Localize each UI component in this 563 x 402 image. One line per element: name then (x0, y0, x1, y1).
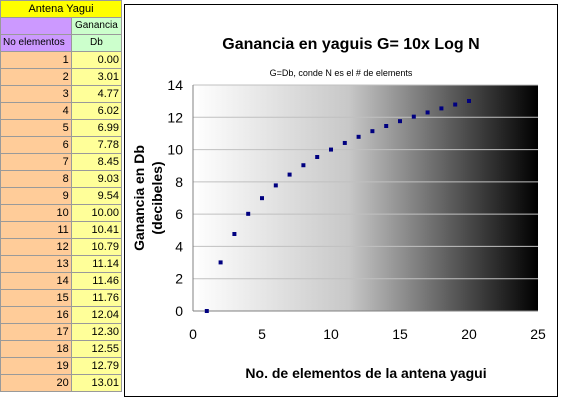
cell-ganancia-db[interactable]: 6.02 (70, 102, 123, 120)
cell-ganancia-db[interactable]: 12.04 (70, 306, 123, 324)
y-tick-labels: 0 2 4 6 8 10 12 14 (167, 77, 183, 319)
cell-no-elementos[interactable]: 4 (0, 102, 72, 120)
cell-no-elementos[interactable]: 11 (0, 221, 72, 239)
data-point (301, 163, 306, 168)
table-row: 4 6.02 (0, 102, 123, 120)
table-row: 17 12.30 (0, 323, 123, 341)
table-row: 14 11.46 (0, 272, 123, 290)
cell-ganancia-db[interactable]: 11.14 (70, 255, 123, 273)
cell-no-elementos[interactable]: 5 (0, 119, 72, 137)
x-axis-label: No. de elementos de la antena yagui (245, 365, 486, 381)
y-axis-label-line2: (decibeles) (149, 161, 165, 234)
y-tick-label: 14 (167, 77, 183, 93)
table-row: 1 0.00 (0, 51, 123, 69)
cell-ganancia-db[interactable]: 10.41 (70, 221, 123, 239)
data-point (370, 129, 375, 134)
data-point (232, 231, 237, 236)
data-point (218, 260, 223, 265)
table-row: 11 10.41 (0, 221, 123, 239)
data-point (287, 172, 292, 177)
data-point (329, 147, 333, 152)
data-points (204, 98, 471, 313)
y-tick-label: 4 (175, 238, 183, 254)
cell-no-elementos[interactable]: 2 (0, 68, 72, 86)
y-axis-label-line1: Ganancia en Db (131, 145, 147, 251)
x-tick-labels: 0 5 10 15 20 25 (189, 326, 546, 342)
col-header-no-elementos[interactable]: No elementos (0, 34, 72, 52)
data-point (273, 183, 278, 188)
data-point (453, 102, 458, 107)
table-row: 7 8.45 (0, 153, 123, 171)
x-tick-label: 10 (323, 326, 339, 342)
data-point (246, 211, 251, 216)
data-point (204, 309, 209, 313)
cell-ganancia-db[interactable]: 13.01 (70, 374, 123, 392)
table-row: 20 13.01 (0, 374, 123, 392)
cell-ganancia-db[interactable]: 12.79 (70, 357, 123, 375)
data-point (411, 114, 416, 119)
y-tick-label: 2 (175, 271, 183, 287)
cell-no-elementos[interactable]: 19 (0, 357, 72, 375)
data-point (342, 140, 347, 145)
cell-no-elementos[interactable]: 1 (0, 51, 72, 69)
cell-no-elementos[interactable]: 7 (0, 153, 72, 171)
cell-ganancia-db[interactable]: 9.54 (70, 187, 123, 205)
table-row: 18 12.55 (0, 340, 123, 358)
data-point (439, 106, 444, 111)
cell-no-elementos[interactable]: 20 (0, 374, 72, 392)
y-tick-label: 8 (175, 174, 183, 190)
data-point (425, 110, 430, 115)
data-point (260, 196, 264, 201)
cell-no-elementos[interactable]: 18 (0, 340, 72, 358)
cell-ganancia-db[interactable]: 7.78 (70, 136, 123, 154)
cell-ganancia-db[interactable]: 9.03 (70, 170, 123, 188)
cell-no-elementos[interactable]: 6 (0, 136, 72, 154)
table-row: 15 11.76 (0, 289, 123, 307)
table-row: 6 7.78 (0, 136, 123, 154)
y-tick-label: 0 (175, 303, 183, 319)
plot-area (193, 85, 538, 311)
x-tick-label: 25 (530, 326, 546, 342)
cell-no-elementos[interactable]: 8 (0, 170, 72, 188)
x-tick-label: 5 (258, 326, 266, 342)
col-header-db[interactable]: Db (70, 34, 123, 52)
cell-no-elementos[interactable]: 10 (0, 204, 72, 222)
cell-ganancia-db[interactable]: 10.00 (70, 204, 123, 222)
x-tick-label: 20 (461, 326, 477, 342)
cell-ganancia-db[interactable]: 12.30 (70, 323, 123, 341)
y-tick-label: 6 (175, 206, 183, 222)
x-tick-label: 15 (392, 326, 408, 342)
y-tick-label: 10 (167, 142, 183, 158)
table-row: 5 6.99 (0, 119, 123, 137)
chart-title: Ganancia en yaguis G= 10x Log N (222, 36, 479, 53)
table-row: 10 10.00 (0, 204, 123, 222)
table-row: 13 11.14 (0, 255, 123, 273)
cell-ganancia-db[interactable]: 8.45 (70, 153, 123, 171)
data-point (356, 134, 361, 139)
data-point (384, 124, 389, 129)
data-point (315, 154, 320, 159)
data-point (398, 119, 402, 124)
cell-ganancia-db[interactable]: 12.55 (70, 340, 123, 358)
table-row: 12 10.79 (0, 238, 123, 256)
gridlines (193, 84, 538, 280)
cell-no-elementos[interactable]: 3 (0, 85, 72, 103)
cell-no-elementos[interactable]: 13 (0, 255, 72, 273)
table-row: 19 12.79 (0, 357, 123, 375)
table-row: 8 9.03 (0, 170, 123, 188)
sheet-title[interactable]: Antena Yagui (0, 0, 122, 18)
y-tick-label: 12 (167, 109, 183, 125)
data-point (467, 98, 471, 103)
chart-subtitle: G=Db, conde N es el # de elements (270, 68, 413, 78)
x-tick-label: 0 (189, 326, 197, 342)
cell-ganancia-db[interactable]: 6.99 (70, 119, 123, 137)
